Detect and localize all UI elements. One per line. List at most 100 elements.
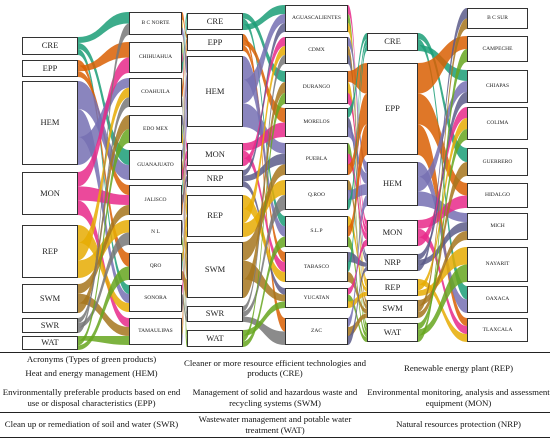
category-node: MON (367, 220, 418, 246)
state-node: AGUASCALIENTES (285, 5, 348, 32)
category-node: SWM (22, 284, 78, 313)
flow-band (182, 133, 187, 216)
flow-band (243, 56, 285, 237)
flow-band (348, 93, 367, 175)
flow-band (418, 279, 467, 342)
flow-band (348, 236, 367, 338)
category-node: EPP (22, 60, 78, 77)
flow-band (243, 5, 285, 30)
category-node: HEM (22, 81, 78, 165)
state-node: COLIMA (467, 107, 528, 140)
flow-band (418, 8, 467, 271)
category-node: EPP (367, 63, 418, 155)
category-node: SWM (367, 300, 418, 318)
state-node: TABASCO (285, 252, 348, 282)
category-node: SWM (187, 242, 243, 298)
flow-band (78, 205, 129, 294)
state-node: DURANGO (285, 71, 348, 104)
flow-band (78, 42, 129, 72)
flow-band (418, 92, 467, 260)
state-node: MICH (467, 213, 528, 240)
flow-band (243, 236, 285, 347)
category-node: REP (367, 279, 418, 296)
flow-band (418, 18, 467, 312)
flow-band (243, 23, 285, 176)
category-node: CRE (187, 13, 243, 30)
flow-band (78, 60, 129, 267)
flow-band (348, 294, 367, 342)
table-cell: Wastewater management and potable water … (198, 414, 352, 435)
flow-band (78, 12, 129, 43)
state-node: OAXACA (467, 286, 528, 313)
category-node: EPP (187, 34, 243, 51)
flow-band (78, 129, 129, 346)
flow-band (182, 216, 187, 262)
table-cell: Renewable energy plant (REP) (403, 362, 514, 373)
flow-band (418, 129, 467, 330)
category-node: CRE (22, 37, 78, 55)
flow-band (182, 181, 187, 312)
state-node: MORELOS (285, 108, 348, 137)
flow-band (348, 216, 367, 292)
state-node: GUANAJUATO (129, 150, 182, 180)
flow-band (78, 23, 129, 333)
flow-band (78, 232, 129, 328)
table-cell: Environmental monitoring, analysis and a… (367, 387, 550, 408)
flow-band (182, 12, 187, 39)
flow-band (348, 272, 367, 314)
flow-band (418, 162, 467, 318)
category-node: NRP (187, 170, 243, 187)
flow-band (78, 266, 129, 350)
flow-band (348, 46, 367, 305)
state-node: S.L.P (285, 216, 348, 247)
category-node: MON (187, 143, 243, 166)
flow-band (78, 97, 129, 323)
flow-band (182, 13, 187, 73)
flow-band (243, 316, 285, 345)
flow-band (243, 153, 285, 182)
flow-band (348, 14, 367, 328)
flow-band (182, 294, 187, 322)
flow-band (182, 175, 187, 205)
flow-band (182, 38, 187, 98)
table-caption: Acronyms (Types of green products) (26, 353, 157, 364)
state-node: COAHUILA (129, 78, 182, 107)
flow-band (182, 97, 187, 312)
state-node: TAMAULIPAS (129, 318, 182, 345)
category-node: WAT (22, 336, 78, 350)
state-node: PUEBLA (285, 143, 348, 175)
state-node: YUCATAN (285, 288, 348, 308)
flow-band (348, 291, 367, 308)
flow-band (418, 228, 467, 334)
flow-band (418, 33, 467, 162)
flow-band (182, 236, 187, 347)
flow-band (418, 118, 467, 291)
category-node: WAT (187, 330, 243, 347)
table-cell: Environmentally preferable products base… (2, 387, 181, 408)
state-node: TLAXCALA (467, 318, 528, 342)
flow-band (348, 45, 367, 272)
flow-band (78, 81, 129, 180)
flow-band (348, 239, 367, 295)
flow-band (243, 18, 285, 227)
flow-band (348, 93, 367, 233)
state-node: QRO (129, 253, 182, 280)
flow-band (78, 57, 129, 187)
flow-band (78, 87, 129, 261)
flow-band (243, 46, 285, 223)
state-node: EDO MEX (129, 115, 182, 143)
flow-diagram (78, 5, 467, 350)
flow-band (182, 46, 187, 327)
flow-band (243, 55, 285, 312)
flow-band (78, 109, 129, 303)
flow-band (418, 49, 467, 342)
category-node: SWR (22, 318, 78, 333)
flow-band (243, 39, 285, 123)
category-node: MON (22, 172, 78, 215)
flow-band (182, 24, 187, 272)
category-node: WAT (367, 323, 418, 342)
flow-band (243, 301, 285, 336)
flow-band (418, 124, 467, 326)
state-node: ZAC (285, 318, 348, 345)
